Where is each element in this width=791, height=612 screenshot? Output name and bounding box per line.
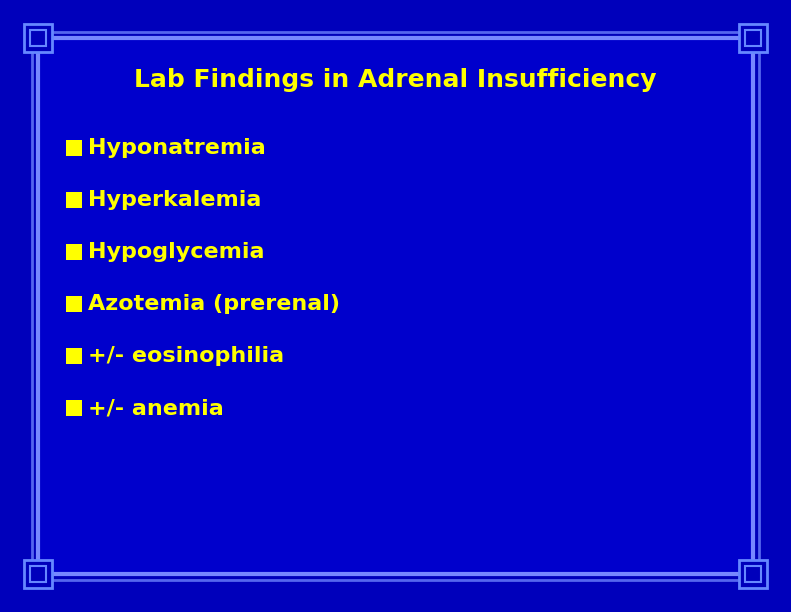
- Bar: [745, 566, 761, 582]
- Bar: [24, 24, 52, 52]
- Bar: [30, 30, 46, 46]
- Bar: [739, 24, 767, 52]
- Bar: [739, 560, 767, 588]
- Bar: [66, 192, 82, 208]
- Bar: [30, 566, 46, 582]
- Bar: [66, 244, 82, 260]
- Bar: [24, 24, 52, 52]
- Text: Hyperkalemia: Hyperkalemia: [88, 190, 261, 210]
- Bar: [66, 296, 82, 312]
- Bar: [24, 560, 52, 588]
- Text: Azotemia (prerenal): Azotemia (prerenal): [88, 294, 340, 314]
- Bar: [66, 400, 82, 416]
- Bar: [24, 560, 52, 588]
- Text: Lab Findings in Adrenal Insufficiency: Lab Findings in Adrenal Insufficiency: [134, 68, 657, 92]
- Bar: [745, 30, 761, 46]
- Text: +/- eosinophilia: +/- eosinophilia: [88, 346, 284, 366]
- Bar: [66, 348, 82, 364]
- Text: Hypoglycemia: Hypoglycemia: [88, 242, 264, 262]
- Bar: [32, 32, 759, 580]
- Text: +/- anemia: +/- anemia: [88, 398, 224, 418]
- Bar: [739, 24, 767, 52]
- Bar: [38, 38, 753, 574]
- Bar: [66, 140, 82, 156]
- Bar: [739, 560, 767, 588]
- Bar: [38, 38, 753, 574]
- Text: Hyponatremia: Hyponatremia: [88, 138, 266, 158]
